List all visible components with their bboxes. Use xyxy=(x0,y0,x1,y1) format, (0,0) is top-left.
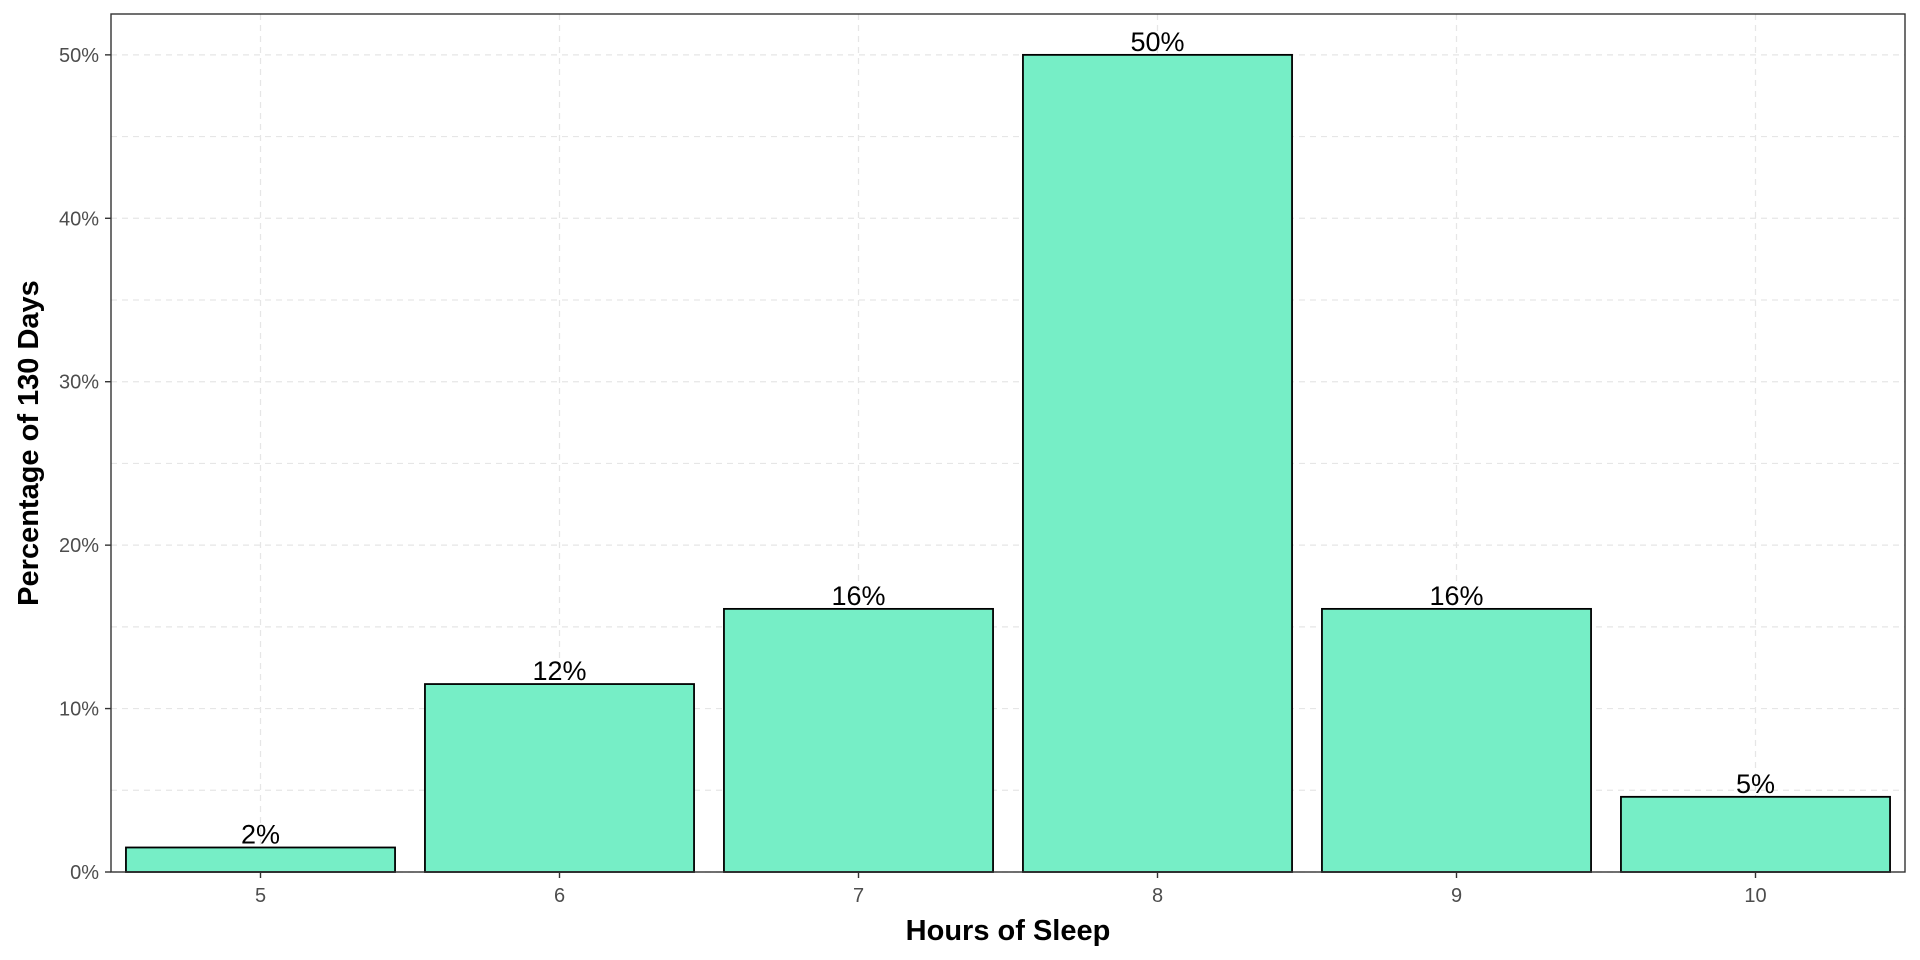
y-tick-label: 40% xyxy=(59,208,99,230)
data-label-8: 50% xyxy=(1130,27,1184,57)
y-axis-title: Percentage of 130 Days xyxy=(13,280,45,606)
x-axis-title: Hours of Sleep xyxy=(906,915,1111,947)
y-tick-label: 50% xyxy=(59,45,99,67)
x-tick-label: 8 xyxy=(1152,885,1163,907)
y-tick-label: 20% xyxy=(59,535,99,557)
data-label-7: 16% xyxy=(831,581,885,611)
data-label-5: 2% xyxy=(241,819,280,849)
x-axis: 5 6 7 8 9 10 xyxy=(255,872,1767,907)
data-labels: 2% 12% 16% 50% 16% 5% xyxy=(241,27,1775,850)
data-label-10: 5% xyxy=(1736,769,1775,799)
x-tick-label: 10 xyxy=(1744,885,1766,907)
x-tick-label: 7 xyxy=(853,885,864,907)
y-tick-label: 30% xyxy=(59,372,99,394)
bar-6 xyxy=(424,683,695,873)
x-tick-label: 6 xyxy=(554,885,565,907)
y-axis: 0% 10% 20% 30% 40% 50% xyxy=(59,45,111,884)
bar-10 xyxy=(1620,795,1891,873)
x-tick-label: 9 xyxy=(1451,885,1462,907)
bar-9 xyxy=(1321,607,1592,873)
bars xyxy=(125,53,1891,873)
bar-5 xyxy=(125,846,396,873)
y-tick-label: 10% xyxy=(59,699,99,721)
bar-8 xyxy=(1022,53,1293,873)
bar-7 xyxy=(723,607,994,873)
data-label-6: 12% xyxy=(532,656,586,686)
data-label-9: 16% xyxy=(1429,581,1483,611)
plot-panel-border xyxy=(110,13,1906,873)
y-tick-label: 0% xyxy=(70,862,99,884)
grid xyxy=(111,14,1905,873)
x-tick-label: 5 xyxy=(255,885,266,907)
